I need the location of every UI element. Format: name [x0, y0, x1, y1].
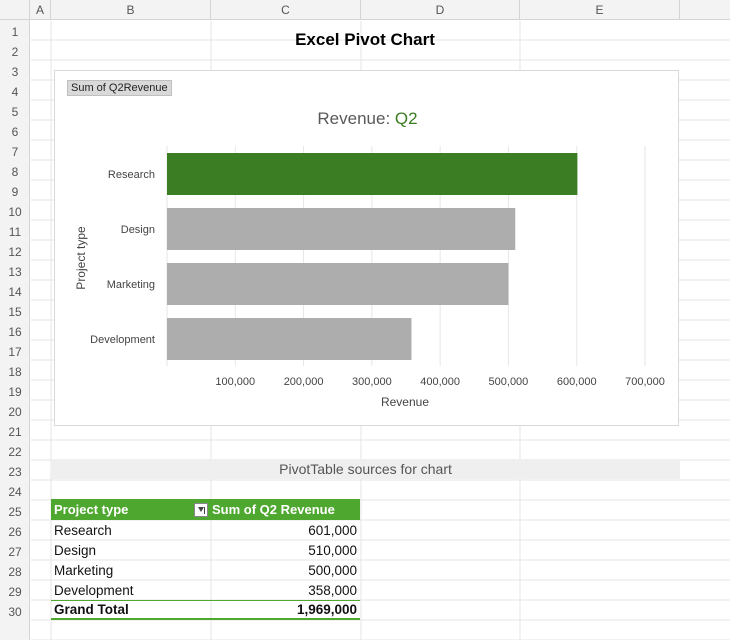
pivot-header-project-type[interactable]: Project type	[54, 502, 129, 517]
chart-title-accent: Q2	[394, 109, 418, 128]
row-header-21[interactable]: 21	[8, 425, 22, 439]
chart-bar-research	[167, 153, 578, 195]
row-header-9[interactable]: 9	[11, 185, 19, 199]
pivot-row-label: Development	[54, 582, 134, 598]
row-header-19[interactable]: 19	[8, 385, 22, 399]
chart-bar-design	[167, 208, 516, 250]
pivot-total-value: 1,969,000	[296, 602, 357, 617]
select-all-corner[interactable]	[0, 0, 30, 20]
chart-x-tick-label: 700,000	[625, 376, 665, 388]
row-header-18[interactable]: 18	[8, 365, 22, 379]
chart-bar-development	[167, 318, 412, 360]
pivot-header-sum[interactable]: Sum of Q2 Revenue	[212, 502, 335, 517]
pivot-grand-total-row[interactable]: Grand Total 1,969,000	[51, 600, 360, 620]
row-header-22[interactable]: 22	[8, 445, 22, 459]
row-header-26[interactable]: 26	[8, 525, 22, 539]
pivot-row-label: Design	[54, 542, 97, 558]
pivot-row[interactable]: Development 358,000	[51, 580, 360, 600]
row-header-1[interactable]: 1	[11, 25, 19, 39]
column-header-bar	[0, 0, 730, 20]
pivot-row[interactable]: Research 601,000	[51, 520, 360, 540]
row-header-2[interactable]: 2	[11, 45, 19, 59]
row-header-30[interactable]: 30	[8, 605, 22, 619]
chart-title-prefix: Revenue:	[317, 109, 395, 128]
pivot-total-label: Grand Total	[54, 602, 129, 617]
column-header-d[interactable]: D	[361, 0, 520, 20]
row-header-13[interactable]: 13	[8, 265, 22, 279]
row-header-10[interactable]: 10	[8, 205, 22, 219]
chart-x-tick-label: 100,000	[215, 376, 255, 388]
sheet-title[interactable]: Excel Pivot Chart	[295, 30, 435, 49]
pivot-header-row: Project type Sum of Q2 Revenue	[51, 499, 360, 520]
row-header-7[interactable]: 7	[11, 145, 19, 159]
row-header-5[interactable]: 5	[11, 105, 19, 119]
row-header-14[interactable]: 14	[8, 285, 22, 299]
row-header-8[interactable]: 8	[11, 165, 19, 179]
filter-dropdown-icon[interactable]	[194, 502, 208, 517]
row-header-12[interactable]: 12	[8, 245, 22, 259]
chart-x-tick-label: 200,000	[284, 376, 324, 388]
row-header-15[interactable]: 15	[8, 305, 22, 319]
chart-x-tick-label: 600,000	[557, 376, 597, 388]
row-header-27[interactable]: 27	[8, 545, 22, 559]
chart-x-tick-label: 500,000	[489, 376, 529, 388]
pivot-row-value: 358,000	[308, 582, 357, 598]
row-header-25[interactable]: 25	[8, 505, 22, 519]
row-header-16[interactable]: 16	[8, 325, 22, 339]
pivot-row-label: Marketing	[54, 562, 114, 578]
column-header-a[interactable]: A	[30, 0, 51, 20]
chart-category-label: Marketing	[107, 279, 155, 291]
row-header-11[interactable]: 11	[8, 225, 22, 239]
column-header-c[interactable]: C	[211, 0, 361, 20]
column-header-e[interactable]: E	[520, 0, 680, 20]
chart-x-axis-label: Revenue	[381, 395, 429, 409]
pivot-row-value: 510,000	[308, 542, 357, 558]
row-header-6[interactable]: 6	[11, 125, 19, 139]
row-header-28[interactable]: 28	[8, 565, 22, 579]
pivot-row-value: 500,000	[308, 562, 357, 578]
pivot-row-label: Research	[54, 522, 112, 538]
row-header-3[interactable]: 3	[11, 65, 19, 79]
row-header-29[interactable]: 29	[8, 585, 22, 599]
chart-x-tick-label: 300,000	[352, 376, 392, 388]
chart-x-tick-label: 400,000	[420, 376, 460, 388]
row-header-17[interactable]: 17	[8, 345, 22, 359]
row-header-4[interactable]: 4	[11, 85, 19, 99]
chart-y-axis-label: Project type	[74, 226, 88, 290]
row-header-bar: 1 2 3 4 5 6 7 8 9 10 11 12 13 14 15 16 17 18 19 20 21 22 23 24 2…	[0, 20, 30, 640]
chart-category-label: Research	[108, 169, 155, 181]
row-header-24[interactable]: 24	[8, 485, 22, 499]
chart-plot: Research Design Marketing Development 100,00…	[74, 146, 665, 409]
chart-category-label: Design	[121, 224, 155, 236]
chart-title: Revenue: Q2	[55, 109, 680, 129]
column-header-b[interactable]: B	[51, 0, 211, 20]
pivot-row[interactable]: Design 510,000	[51, 540, 360, 560]
pivot-table[interactable]: Project type Sum of Q2 Revenue Research …	[51, 499, 360, 620]
pivot-sources-banner: PivotTable sources for chart	[51, 459, 680, 479]
row-header-20[interactable]: 20	[8, 405, 22, 419]
pivot-row[interactable]: Marketing 500,000	[51, 560, 360, 580]
row-header-23[interactable]: 23	[8, 465, 22, 479]
chart-bar-marketing	[167, 263, 509, 305]
chart-category-label: Development	[90, 334, 155, 346]
pivot-chart[interactable]: Research Design Marketing Development 100,00…	[54, 70, 679, 426]
chart-field-button[interactable]: Sum of Q2Revenue	[67, 80, 172, 96]
pivot-row-value: 601,000	[308, 522, 357, 538]
